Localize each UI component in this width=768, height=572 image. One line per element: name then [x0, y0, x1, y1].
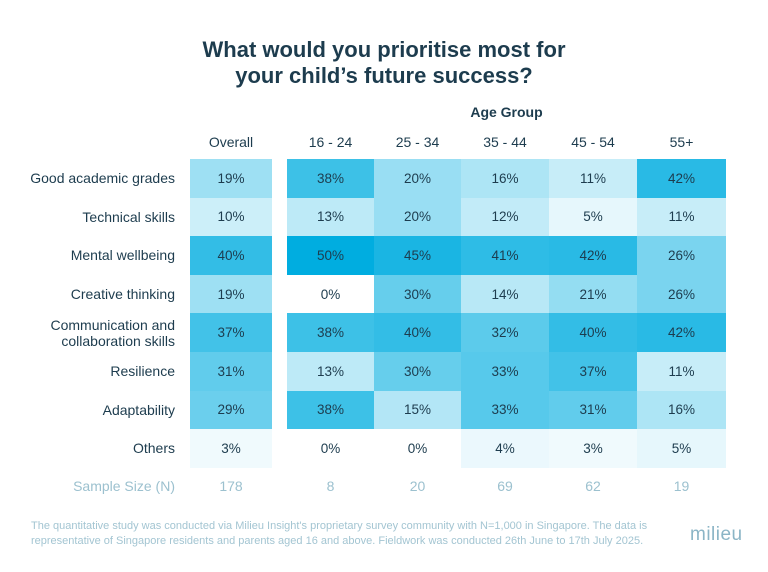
heatmap-cell: 26% [637, 274, 726, 314]
row-label: Adaptability [0, 391, 175, 430]
heatmap-cell: 20% [374, 159, 461, 198]
sample-size-value: 178 [219, 478, 243, 494]
heatmap-cell: 42% [637, 159, 726, 198]
row-label-line: Communication and [50, 316, 175, 333]
row-label-line: Adaptability [102, 401, 175, 418]
heatmap-cell: 40% [190, 236, 272, 275]
column-header: Overall [208, 134, 254, 150]
heatmap-cell: 11% [637, 352, 726, 391]
row-label: Resilience [0, 352, 175, 391]
heatmap-cell: 21% [549, 274, 637, 314]
heatmap-cell: 40% [549, 313, 637, 352]
heatmap-cell: 37% [190, 313, 272, 352]
footnote-line-1: The quantitative study was conducted via… [31, 520, 648, 532]
row-label: Others [0, 429, 175, 468]
footnote-line-2: representative of Singapore residents an… [31, 535, 644, 547]
sample-size-value: 8 [326, 478, 335, 494]
heatmap-cell: 40% [374, 313, 461, 352]
footnote: The quantitative study was conducted via… [31, 519, 671, 549]
heatmap-cell: 19% [190, 274, 272, 314]
row-label-line: Creative thinking [70, 286, 175, 303]
heatmap-cell: 5% [549, 197, 637, 237]
chart-title-line-1: What would you prioritise most for [202, 37, 566, 62]
heatmap-cell: 3% [190, 429, 272, 468]
row-label: Good academic grades [0, 159, 175, 198]
sample-size-value: 19 [673, 478, 690, 494]
heatmap-cell: 16% [637, 390, 726, 430]
sample-size-value: 69 [497, 478, 513, 494]
heatmap-cell: 10% [190, 197, 272, 237]
row-label-line: Resilience [110, 363, 175, 380]
heatmap-cell: 16% [461, 159, 549, 198]
heatmap-cell: 38% [287, 390, 374, 430]
sample-size-value: 20 [409, 478, 426, 494]
heatmap-cell: 42% [549, 236, 637, 275]
row-label-text: Technical skills [82, 209, 175, 225]
column-header: 55+ [669, 134, 694, 150]
heatmap-cell: 29% [190, 390, 272, 430]
row-label-text: Resilience [110, 363, 175, 379]
milieu-logo: milieu [690, 524, 743, 545]
row-label: Mental wellbeing [0, 236, 175, 275]
heatmap-cell: 30% [374, 274, 461, 314]
chart-title-line-2: your child’s future success? [235, 63, 533, 88]
heatmap-cell: 45% [374, 236, 461, 275]
heatmap-cell: 38% [287, 159, 374, 198]
heatmap-cell: 12% [461, 197, 549, 237]
row-label-text: Others [133, 440, 175, 456]
heatmap-cell: 31% [549, 390, 637, 430]
heatmap-cell: 5% [637, 429, 726, 468]
row-label: Technical skills [0, 198, 175, 237]
heatmap-cell: 3% [549, 429, 637, 468]
heatmap-cell: 11% [549, 159, 637, 198]
heatmap-cell: 31% [190, 352, 272, 391]
heatmap-cell: 19% [190, 159, 272, 198]
row-label-line: collaboration skills [61, 332, 175, 349]
heatmap-cell: 26% [637, 236, 726, 275]
row-label-line: Mental wellbeing [70, 247, 175, 264]
row-label-text: Mental wellbeing [71, 247, 175, 263]
column-header: 25 - 34 [395, 134, 440, 150]
heatmap-cell: 41% [461, 236, 549, 275]
column-header: 45 - 54 [571, 134, 615, 150]
heatmap-cell: 20% [374, 197, 461, 237]
heatmap-cell: 50% [287, 236, 374, 275]
heatmap-cell: 0% [287, 274, 374, 314]
row-label-line: Good academic grades [30, 170, 175, 187]
row-label-line: Technical skills [82, 208, 175, 225]
heatmap-cell: 33% [461, 352, 549, 391]
heatmap-cell: 13% [287, 197, 374, 237]
sample-size-label: Sample Size (N) [73, 478, 175, 494]
heatmap-cell: 0% [374, 429, 461, 468]
heatmap-cell: 38% [287, 313, 374, 352]
row-label-text: Good academic grades [30, 170, 175, 186]
row-label: Communication and collaboration skills [0, 313, 175, 352]
row-label-line: Others [132, 440, 175, 457]
row-label-text: Communication and collaboration skills [50, 317, 175, 349]
row-label: Creative thinking [0, 275, 175, 314]
heatmap-cell: 14% [461, 274, 549, 314]
heatmap-cell: 15% [374, 390, 461, 430]
heatmap-cell: 42% [637, 313, 726, 352]
column-header: 35 - 44 [483, 134, 527, 150]
heatmap-cell: 11% [637, 197, 726, 237]
heatmap-cell: 32% [461, 313, 549, 352]
row-label-text: Adaptability [103, 402, 175, 418]
heatmap-cell: 0% [287, 429, 374, 468]
age-group-label: Age Group [470, 104, 543, 120]
row-label-text: Creative thinking [71, 286, 175, 302]
heatmap-cell: 13% [287, 352, 374, 391]
column-header: 16 - 24 [308, 134, 353, 150]
heatmap-cell: 4% [461, 429, 549, 468]
heatmap-cell: 37% [549, 352, 637, 391]
heatmap-cell: 30% [374, 352, 461, 391]
heatmap-cell: 33% [461, 390, 549, 430]
sample-size-value: 62 [585, 478, 601, 494]
